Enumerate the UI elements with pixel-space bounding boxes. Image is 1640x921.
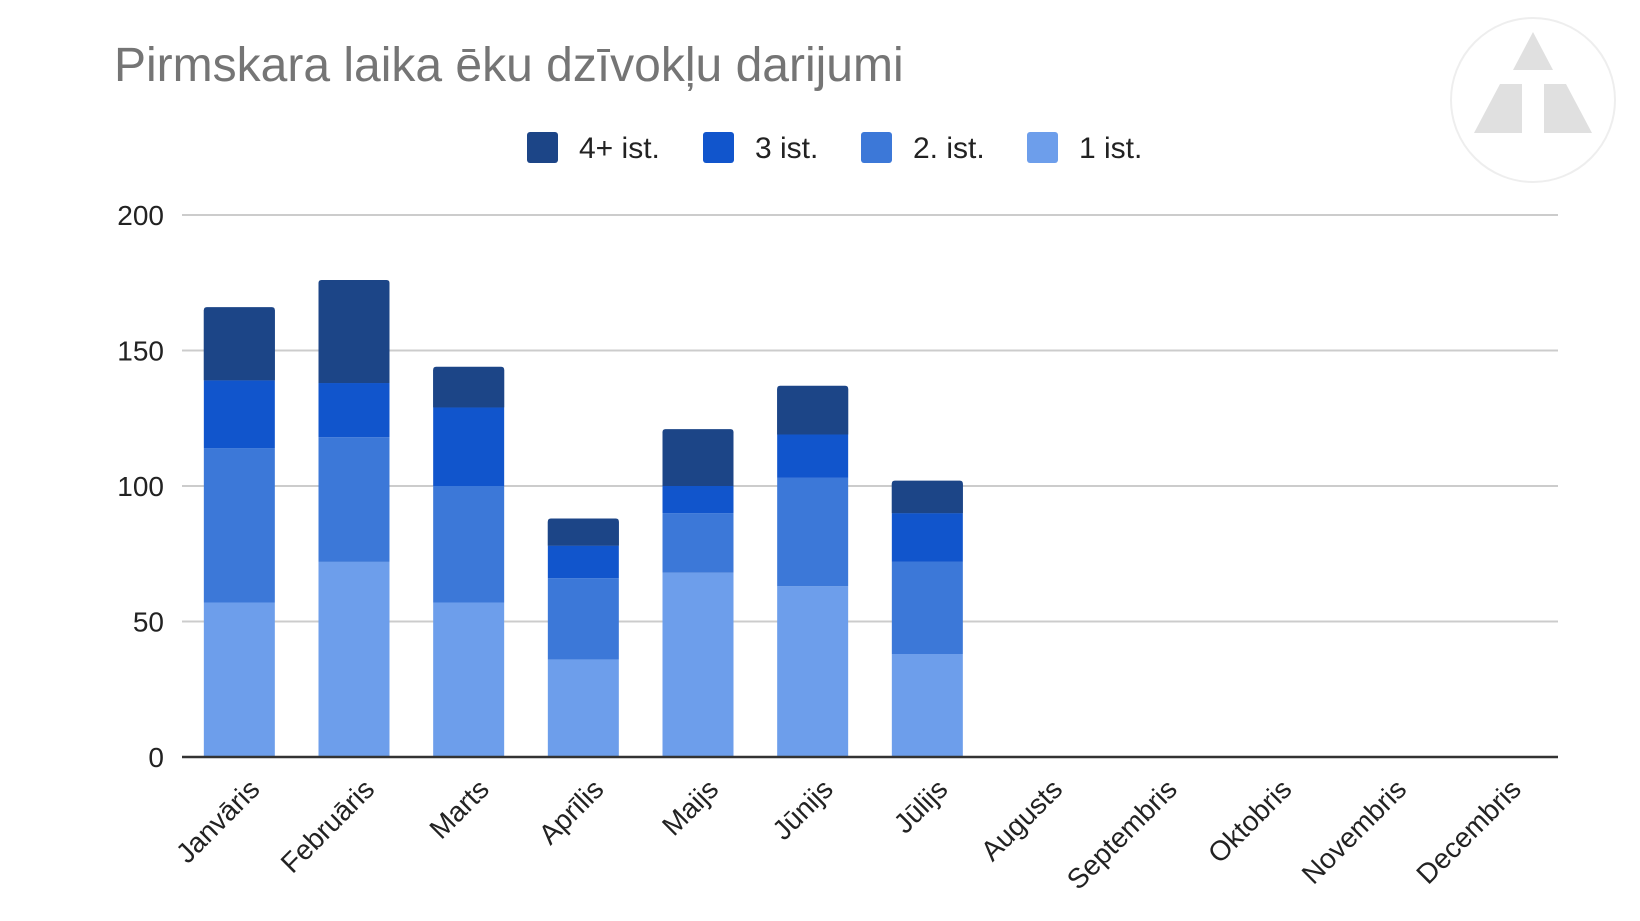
x-tick-label: Janvāris — [170, 773, 266, 869]
bar-segment — [318, 561, 390, 757]
x-tick-label: Marts — [423, 773, 494, 844]
logo-watermark — [1450, 17, 1616, 183]
bar-segment — [891, 561, 963, 655]
chart-title: Pirmskara laika ēku dzīvokļu darijumi — [114, 39, 904, 92]
bar-segment — [662, 572, 734, 757]
legend-item: 4+ ist. — [527, 132, 660, 165]
legend-label: 3 ist. — [755, 132, 818, 165]
bar-segment — [891, 513, 963, 562]
y-tick-label: 150 — [117, 336, 164, 367]
legend-item: 2. ist. — [861, 132, 985, 165]
bar-segment — [662, 486, 734, 514]
legend-item: 3 ist. — [703, 132, 818, 165]
legend-swatch — [1027, 132, 1058, 163]
x-tick-label: Februāris — [275, 773, 381, 879]
legend-label: 1 ist. — [1079, 132, 1142, 165]
bar-segment-top — [547, 518, 619, 546]
bar-segment-top — [662, 429, 734, 486]
bar-segment — [433, 602, 505, 757]
bar-segment — [318, 437, 390, 562]
x-tick-label: Jūlijs — [888, 773, 954, 839]
bar-segment — [777, 586, 849, 757]
bar-segment — [547, 545, 619, 579]
legend-swatch — [703, 132, 734, 163]
y-tick-label: 200 — [117, 200, 164, 231]
bar-segment — [662, 513, 734, 573]
bar-segment — [547, 659, 619, 757]
x-tick-label: Novembris — [1296, 773, 1413, 890]
y-tick-label: 0 — [148, 742, 164, 773]
x-tick-label: Septembris — [1061, 773, 1183, 895]
bar-segment — [203, 448, 275, 603]
x-tick-label: Oktobris — [1202, 773, 1298, 869]
legend-swatch — [527, 132, 558, 163]
bar-segment-top — [203, 307, 275, 381]
bar-segment — [433, 486, 505, 603]
bar-segment-top — [318, 280, 390, 384]
bar-segment-top — [433, 366, 505, 408]
x-tick-label: Augusts — [975, 773, 1068, 866]
y-tick-label: 50 — [133, 607, 164, 638]
x-tick-label: Jūnijs — [766, 773, 839, 846]
bar-segment-top — [891, 480, 963, 514]
x-tick-label: Decembris — [1410, 773, 1527, 890]
legend-swatch — [861, 132, 892, 163]
legend-label: 4+ ist. — [579, 132, 660, 165]
bar-segment — [433, 407, 505, 486]
bar-segment — [891, 654, 963, 757]
bar-segment — [203, 602, 275, 757]
legend-label: 2. ist. — [913, 132, 985, 165]
y-tick-label: 100 — [117, 471, 164, 502]
bar-segment — [547, 578, 619, 660]
bar-segment — [777, 477, 849, 587]
bar-segment-top — [777, 385, 849, 435]
x-tick-label: Aprīlis — [533, 773, 610, 850]
legend-item: 1 ist. — [1027, 132, 1142, 165]
bar-segment — [318, 383, 390, 438]
bar-segment — [203, 380, 275, 449]
bar-segment — [777, 434, 849, 478]
x-tick-label: Maijs — [656, 773, 724, 841]
